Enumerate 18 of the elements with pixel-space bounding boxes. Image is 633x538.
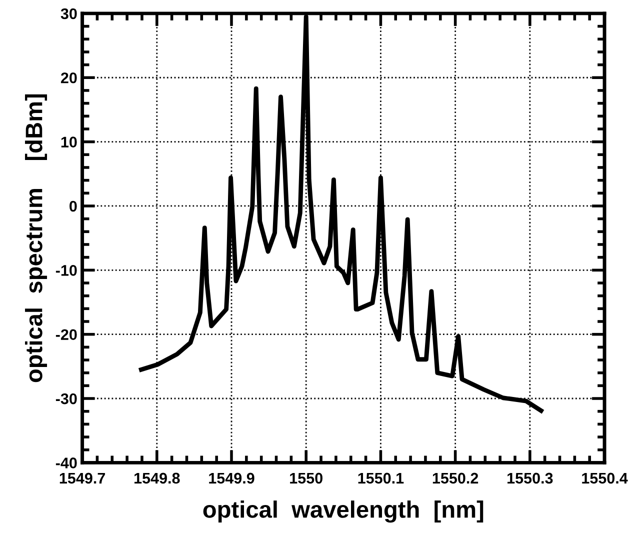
y-tick-label: -10 — [56, 265, 77, 276]
y-tick-label: 0 — [70, 200, 77, 212]
x-tick-label: 1549.8 — [134, 472, 180, 484]
x-axis-title: optical wavelength [nm] — [203, 500, 484, 523]
x-tick-label: 1550 — [290, 472, 322, 484]
x-tick-label: 1549.9 — [209, 472, 254, 484]
x-tick-label: 1550.4 — [582, 472, 628, 484]
x-tick-label: 1549.7 — [60, 472, 105, 484]
y-tick-label: -20 — [56, 329, 77, 340]
y-tick-label: -40 — [56, 458, 77, 468]
y-tick-label: -30 — [56, 393, 77, 404]
x-tick-label: 1550.2 — [432, 472, 478, 484]
x-tick-label: 1550.3 — [508, 472, 553, 484]
y-tick-label: 30 — [60, 8, 77, 20]
y-tick-label: 10 — [61, 136, 77, 148]
x-tick-label: 1550.1 — [358, 472, 404, 484]
y-tick-label: 20 — [60, 72, 77, 84]
y-axis-title: optical spectrum [dBm] — [25, 94, 48, 382]
